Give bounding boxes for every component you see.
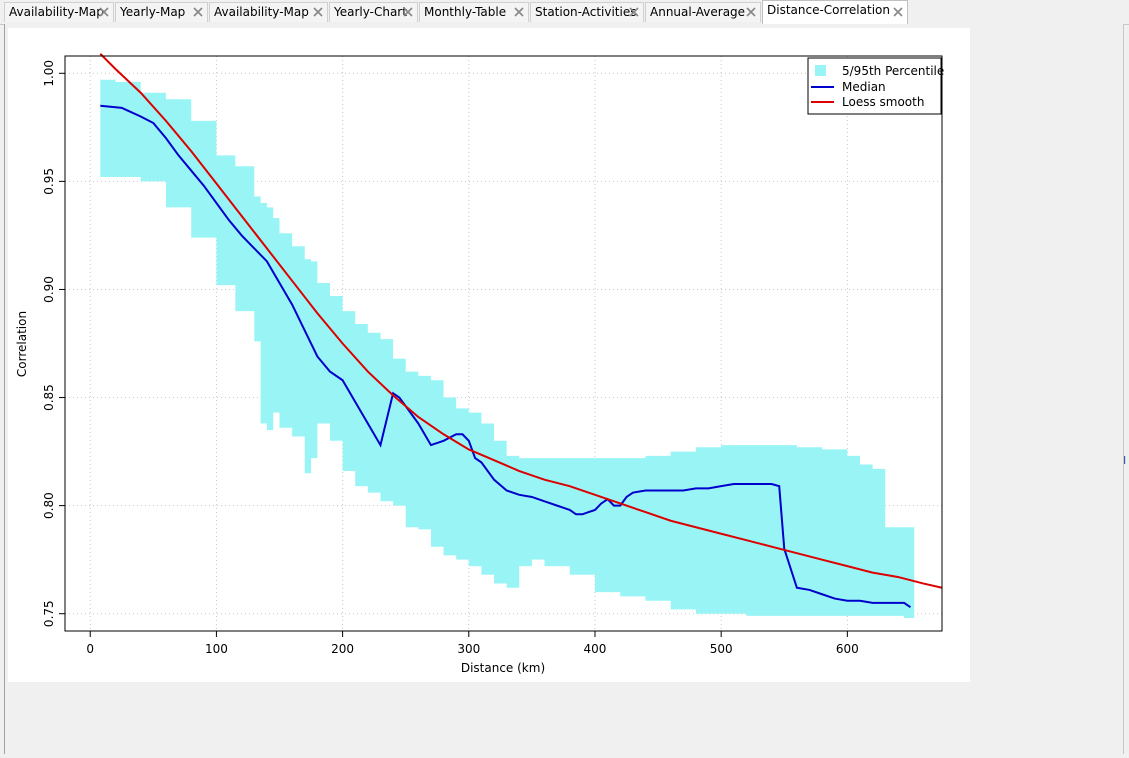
legend-entry: Median bbox=[842, 80, 886, 94]
distance-correlation-chart: 0 100 200 300 400 500 600 0.75 0.80 0.85 0.90 0.95… bbox=[15, 53, 944, 675]
tab-annual-average[interactable]: Annual-Average bbox=[645, 2, 761, 22]
legend-entry: Loess smooth bbox=[842, 95, 924, 109]
tab-availability-map[interactable]: Availability-Map bbox=[4, 2, 114, 22]
close-icon[interactable] bbox=[402, 6, 414, 18]
close-icon[interactable] bbox=[98, 6, 110, 18]
x-tick-label: 300 bbox=[457, 642, 480, 656]
tab-availability-map-2[interactable]: Availability-Map bbox=[209, 2, 328, 22]
tab-label: Availability-Map bbox=[214, 5, 309, 19]
tab-distance-correlation[interactable]: Distance-Correlation bbox=[762, 0, 908, 24]
x-axis: 0 100 200 300 400 500 600 bbox=[86, 631, 859, 656]
tab-label: Yearly-Map bbox=[120, 5, 186, 19]
y-tick-label: 0.80 bbox=[42, 492, 56, 519]
series-lines bbox=[99, 53, 943, 609]
tab-label: Yearly-Chart bbox=[334, 5, 407, 19]
legend-swatch-band bbox=[815, 65, 826, 76]
tab-station-activities[interactable]: Station-Activities bbox=[530, 2, 644, 22]
tab-label: Distance-Correlation bbox=[767, 3, 890, 17]
y-tick-label: 1.00 bbox=[42, 60, 56, 87]
y-tick-label: 0.85 bbox=[42, 384, 56, 411]
median-line bbox=[100, 104, 912, 609]
y-tick-label: 0.95 bbox=[42, 168, 56, 195]
tab-yearly-chart[interactable]: Yearly-Chart bbox=[329, 2, 418, 22]
x-tick-label: 500 bbox=[710, 642, 733, 656]
x-tick-label: 0 bbox=[86, 642, 94, 656]
close-icon[interactable] bbox=[892, 6, 904, 18]
tab-label: Monthly-Table bbox=[424, 5, 507, 19]
tab-label: Availability-Map bbox=[9, 5, 104, 19]
close-icon[interactable] bbox=[745, 6, 757, 18]
close-icon[interactable] bbox=[192, 6, 204, 18]
percentile-band bbox=[100, 79, 915, 619]
close-icon[interactable] bbox=[628, 6, 640, 18]
y-tick-label: 0.90 bbox=[42, 276, 56, 303]
y-tick-label: 0.75 bbox=[42, 600, 56, 627]
loess-smooth-line bbox=[99, 53, 943, 589]
x-tick-label: 100 bbox=[205, 642, 228, 656]
y-axis: 0.75 0.80 0.85 0.90 0.95 1.00 bbox=[42, 60, 65, 627]
close-icon[interactable] bbox=[513, 6, 525, 18]
tab-label: Annual-Average bbox=[650, 5, 746, 19]
x-tick-label: 200 bbox=[331, 642, 354, 656]
tab-yearly-map[interactable]: Yearly-Map bbox=[115, 2, 208, 22]
x-tick-label: 600 bbox=[836, 642, 859, 656]
percentile-band-area bbox=[100, 79, 915, 619]
y-axis-label: Correlation bbox=[15, 311, 29, 377]
plot-area: 0 100 200 300 400 500 600 0.75 0.80 0.85 0.90 0.95… bbox=[8, 28, 970, 682]
tab-bar: Availability-Map Yearly-Map Availability… bbox=[0, 0, 1129, 25]
x-axis-label: Distance (km) bbox=[461, 661, 545, 675]
x-tick-label: 400 bbox=[584, 642, 607, 656]
edge-marker: I bbox=[1123, 454, 1127, 467]
tab-monthly-table[interactable]: Monthly-Table bbox=[419, 2, 529, 22]
plot-frame bbox=[64, 55, 943, 632]
legend: 5/95th Percentile Median Loess smooth bbox=[807, 57, 944, 115]
close-icon[interactable] bbox=[312, 6, 324, 18]
tab-label: Station-Activities bbox=[535, 5, 637, 19]
legend-entry: 5/95th Percentile bbox=[842, 64, 944, 78]
